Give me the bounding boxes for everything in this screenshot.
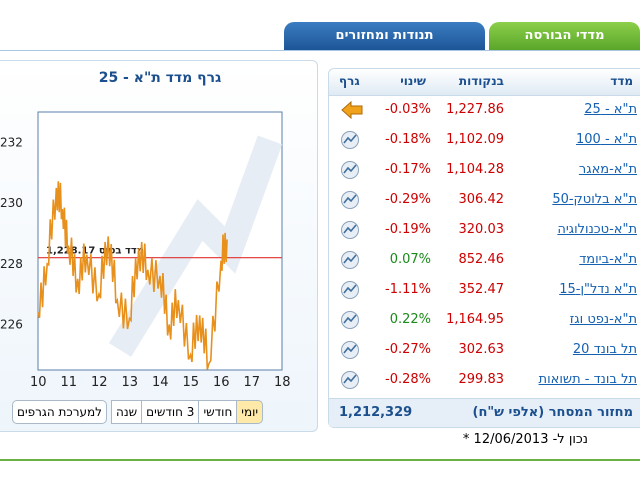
index-name-link[interactable]: ת"א-נפט וגז xyxy=(569,312,637,327)
table-row: ת"א-טכנולוגיה 320.03 -0.19% xyxy=(329,216,640,246)
chart-icon[interactable] xyxy=(340,190,360,210)
index-name-link[interactable]: ת"א נדל"ן-15 xyxy=(559,282,637,297)
index-name-link[interactable]: תל בונד - תשואות xyxy=(538,372,637,387)
x-tick-label: 15 xyxy=(183,375,200,390)
x-tick-label: 14 xyxy=(152,375,169,390)
chart-icon[interactable] xyxy=(340,370,360,390)
index-name-link[interactable]: ת"א-טכנולוגיה xyxy=(557,222,637,237)
index-points: 1,104.28 xyxy=(446,162,504,177)
chart-icon[interactable] xyxy=(340,250,360,270)
range-monthly-button[interactable]: חודשי xyxy=(198,400,237,424)
base-value-label: מדד בסיס 1,228.17 xyxy=(46,246,144,257)
x-tick-label: 16 xyxy=(213,375,230,390)
chart-icon[interactable] xyxy=(340,130,360,150)
index-points: 299.83 xyxy=(458,372,505,387)
index-name-link[interactable]: ת"א בלוטק-50 xyxy=(552,192,637,207)
index-change: -0.19% xyxy=(385,222,431,237)
index-points: 306.42 xyxy=(458,192,505,207)
turnover-value: 1,212,329 xyxy=(339,405,413,420)
index-name-link[interactable]: תל בונד 20 xyxy=(572,342,637,357)
index-change: -0.03% xyxy=(385,102,431,117)
header-graph: גרף xyxy=(339,74,360,88)
header-points: בנקודות xyxy=(458,74,504,88)
index-points: 852.46 xyxy=(458,252,505,267)
index-change: -0.18% xyxy=(385,132,431,147)
range-daily-button[interactable]: יומי xyxy=(236,400,264,424)
chart-icon[interactable] xyxy=(340,310,360,330)
chart-icon[interactable] xyxy=(340,280,360,300)
arrow-left-icon[interactable] xyxy=(340,100,363,120)
turnover-footer: מחזור המסחר (אלפי ש"ח) 1,212,329 xyxy=(329,398,640,427)
x-tick-label: 17 xyxy=(244,375,261,390)
chart-icon[interactable] xyxy=(340,160,360,180)
y-tick-label: 232 xyxy=(0,135,23,149)
range-button-group: יומי חודשי 3 חודשים שנה למערכת הגרפים xyxy=(12,400,264,424)
table-row: ת"א - 25 1,227.86 -0.03% xyxy=(329,96,640,126)
x-tick-label: 11 xyxy=(61,375,78,390)
y-tick-label: 230 xyxy=(0,196,23,210)
tab-exchange-indices[interactable]: מדדי הבורסה xyxy=(489,22,640,50)
index-points: 352.47 xyxy=(458,282,505,297)
index-points: 302.63 xyxy=(458,342,505,357)
table-row: ת"א נדל"ן-15 352.47 -1.11% xyxy=(329,276,640,306)
y-tick-label: 226 xyxy=(0,317,23,331)
x-tick-label: 12 xyxy=(91,375,108,390)
chart-title: גרף מדד ת"א - 25 xyxy=(98,70,222,86)
turnover-label: מחזור המסחר (אלפי ש"ח) xyxy=(472,405,634,420)
table-row: תל בונד - תשואות 299.83 -0.28% xyxy=(329,366,640,396)
chart-icon[interactable] xyxy=(340,220,360,240)
charts-system-button[interactable]: למערכת הגרפים xyxy=(12,400,108,424)
table-row: ת"א-נפט וגז 1,164.95 0.22% xyxy=(329,306,640,336)
index-name-link[interactable]: ת"א-ביומד xyxy=(579,252,637,267)
index-change: 0.07% xyxy=(389,252,431,267)
x-tick-label: 13 xyxy=(122,375,139,390)
y-axis-ticks: 232 230 228 226 xyxy=(0,135,23,331)
index-name-link[interactable]: ת"א - 25 xyxy=(584,102,637,117)
x-tick-label: 18 xyxy=(274,375,291,390)
index-change: -0.27% xyxy=(385,342,431,357)
x-tick-label: 10 xyxy=(30,375,47,390)
header-change: שינוי xyxy=(400,74,426,88)
tab-volume-turnover[interactable]: תנודות ומחזורים xyxy=(284,22,485,50)
index-chart: 232 230 228 226 10 11 12 13 14 15 16 17 18 מדד בסיס… xyxy=(0,111,291,390)
table-row: ת"א-מאגר 1,104.28 -0.17% xyxy=(329,156,640,186)
tab-divider-line xyxy=(0,50,640,51)
range-year-button[interactable]: שנה xyxy=(111,400,142,424)
chart-icon[interactable] xyxy=(340,340,360,360)
table-row: ת"א - 100 1,102.09 -0.18% xyxy=(329,126,640,156)
index-points: 320.03 xyxy=(458,222,505,237)
updated-date: * נכון ל- 12/06/2013 xyxy=(462,432,588,447)
y-tick-label: 228 xyxy=(0,257,23,271)
header-name: מדד xyxy=(610,74,633,88)
indices-table: מדד בנקודות שינוי גרף ת"א - 25 1,227.86 -0… xyxy=(328,68,640,428)
index-points: 1,227.86 xyxy=(446,102,504,117)
index-name-link[interactable]: ת"א-מאגר xyxy=(578,162,637,177)
index-change: -0.28% xyxy=(385,372,431,387)
index-points: 1,164.95 xyxy=(446,312,504,327)
series-line xyxy=(37,181,228,370)
x-axis-ticks: 10 11 12 13 14 15 16 17 18 xyxy=(30,375,291,390)
index-change: -0.17% xyxy=(385,162,431,177)
index-change: -1.11% xyxy=(385,282,431,297)
table-row: ת"א בלוטק-50 306.42 -0.29% xyxy=(329,186,640,216)
index-change: -0.29% xyxy=(385,192,431,207)
table-row: ת"א-ביומד 852.46 0.07% xyxy=(329,246,640,276)
range-3months-button[interactable]: 3 חודשים xyxy=(141,400,199,424)
table-header: מדד בנקודות שינוי גרף xyxy=(329,69,640,96)
index-name-link[interactable]: ת"א - 100 xyxy=(576,132,637,147)
index-change: 0.22% xyxy=(389,312,431,327)
bottom-divider-line xyxy=(0,459,640,461)
table-row: תל בונד 20 302.63 -0.27% xyxy=(329,336,640,366)
index-points: 1,102.09 xyxy=(446,132,504,147)
